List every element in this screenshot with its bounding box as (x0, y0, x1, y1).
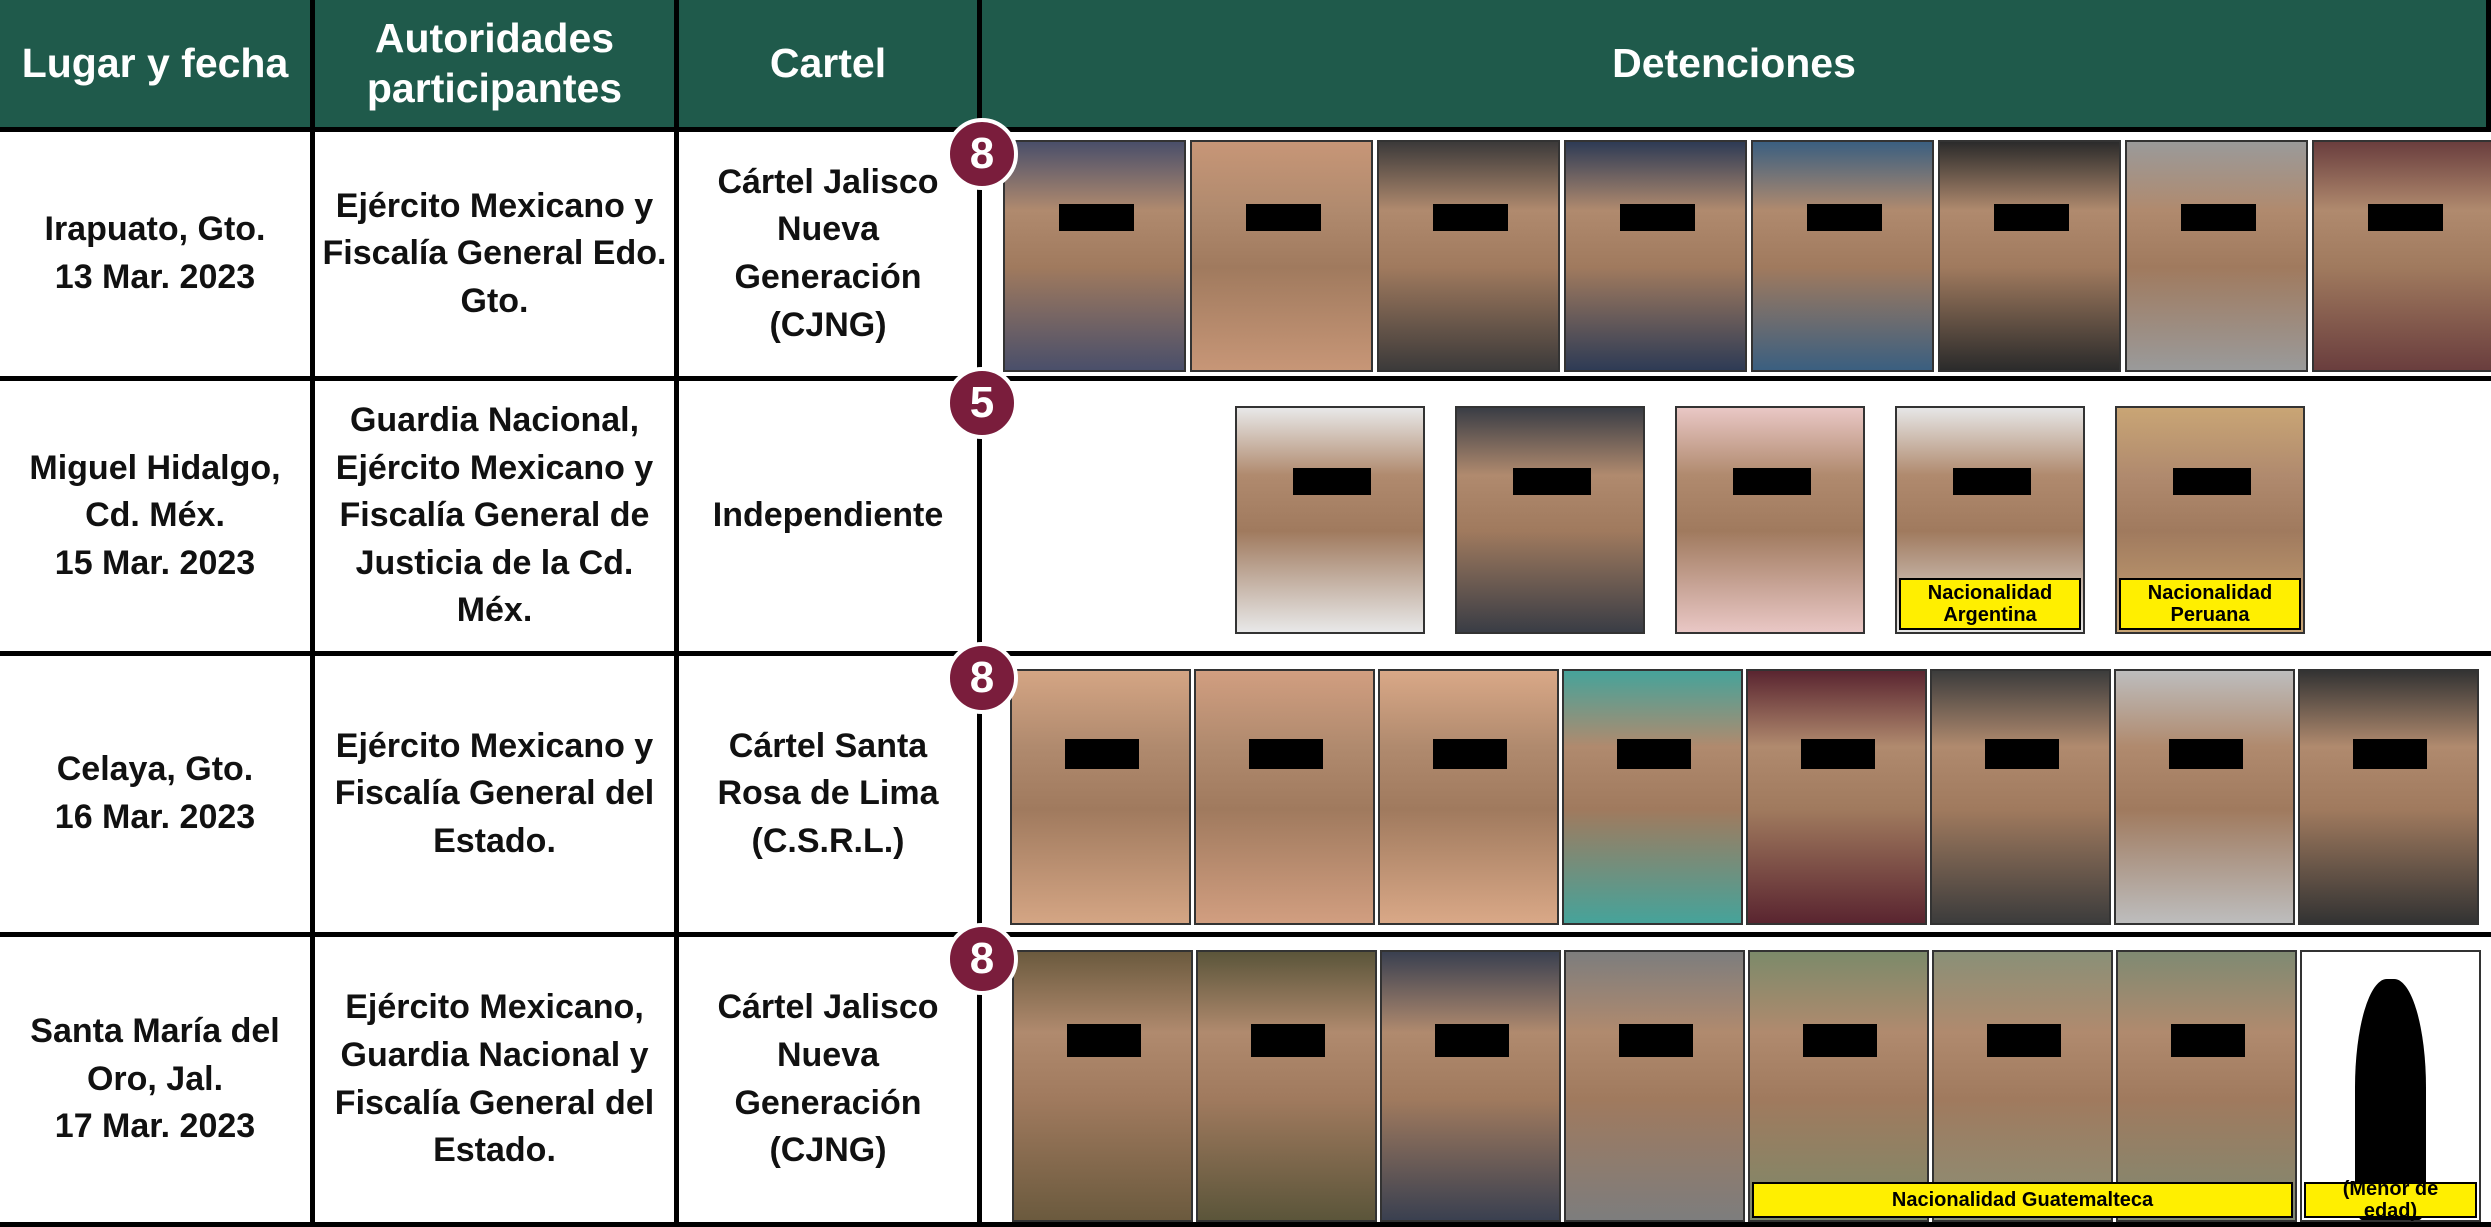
detainee-photo (1932, 950, 2113, 1222)
date: 15 Mar. 2023 (54, 543, 256, 582)
eye-bar (1292, 468, 1371, 496)
detentions-cell (982, 656, 2491, 937)
detentions-cell (982, 937, 2491, 1227)
nationality-tag: (Menor de edad) (2304, 1178, 2477, 1222)
silhouette (2355, 978, 2426, 1220)
eye-bar (1801, 739, 1876, 770)
count-badge: 8 (946, 118, 1018, 190)
eye-bar (1433, 739, 1508, 770)
eye-bar (1249, 739, 1324, 770)
place: Miguel Hidalgo, Cd. Méx. (29, 448, 281, 535)
detainee-photo (1564, 950, 1745, 1222)
place: Celaya, Gto. (56, 750, 254, 789)
eye-bar (2169, 739, 2244, 770)
detainee-photo (1378, 669, 1559, 925)
eye-bar (1619, 1024, 1694, 1057)
detainee-photo (1235, 406, 1425, 634)
eye-bar (1251, 1024, 1326, 1057)
detainee-photo (2300, 950, 2481, 1222)
eye-bar (2172, 468, 2251, 496)
eye-bar (1245, 203, 1321, 231)
place-date-cell: Miguel Hidalgo, Cd. Méx. 15 Mar. 2023 (0, 381, 315, 656)
eye-bar (1058, 203, 1134, 231)
detainee-photo (2116, 950, 2297, 1222)
eye-bar (2367, 203, 2443, 231)
detainee-photo (1010, 669, 1191, 925)
count-badge: 8 (946, 923, 1018, 995)
eye-bar (1512, 468, 1591, 496)
eye-bar (1806, 203, 1882, 231)
eye-bar (1617, 739, 1692, 770)
detainee-photo (1748, 950, 1929, 1222)
nationality-tag: Nacionalidad Guatemalteca (1752, 1182, 2293, 1218)
eye-bar (1987, 1024, 2062, 1057)
cartel-cell: Cártel Jalisco Nueva Generación (CJNG) (679, 132, 982, 381)
authorities-cell: Guardia Nacional, Ejército Mexicano y Fi… (315, 381, 679, 656)
header-cell: Detenciones (982, 0, 2491, 132)
place-date-cell: Irapuato, Gto. 13 Mar. 2023 (0, 132, 315, 381)
place-date-cell: Celaya, Gto. 16 Mar. 2023 (0, 656, 315, 937)
nationality-tag: Nacionalidad Argentina (1899, 578, 2081, 630)
detentions-cell (982, 381, 2491, 656)
cartel-cell: Cártel Jalisco Nueva Generación (CJNG) (679, 937, 982, 1227)
eye-bar (1985, 739, 2060, 770)
header-cell: Autoridades participantes (315, 0, 679, 132)
eye-bar (1619, 203, 1695, 231)
eye-bar (2171, 1024, 2246, 1057)
authorities-cell: Ejército Mexicano y Fiscalía General Edo… (315, 132, 679, 381)
detentions-cell (982, 132, 2491, 381)
eye-bar (1065, 739, 1140, 770)
detainee-photo (2125, 140, 2308, 372)
eye-bar (1435, 1024, 1510, 1057)
eye-bar (1732, 468, 1811, 496)
eye-bar (2353, 739, 2428, 770)
detainee-photo (1938, 140, 2121, 372)
place: Santa María del Oro, Jal. (30, 1012, 280, 1098)
header-cell: Lugar y fecha (0, 0, 315, 132)
date: 13 Mar. 2023 (54, 258, 256, 296)
cartel-cell: Cártel Santa Rosa de Lima (C.S.R.L.) (679, 656, 982, 937)
detainee-photo (1455, 406, 1645, 634)
detainee-photo (1380, 950, 1561, 1222)
detainee-photo (1751, 140, 1934, 372)
eye-bar (2180, 203, 2256, 231)
detainee-photo (1746, 669, 1927, 925)
detainee-photo (1930, 669, 2111, 925)
count-badge: 5 (946, 367, 1018, 439)
authorities-cell: Ejército Mexicano y Fiscalía General del… (315, 656, 679, 937)
detainee-photo (2298, 669, 2479, 925)
detainee-photo (1564, 140, 1747, 372)
place-date-cell: Santa María del Oro, Jal. 17 Mar. 2023 (0, 937, 315, 1227)
date: 17 Mar. 2023 (54, 1107, 256, 1146)
cartel-cell: Independiente (679, 381, 982, 656)
detainee-photo (1012, 950, 1193, 1222)
date: 16 Mar. 2023 (54, 798, 256, 836)
detainee-photo (1003, 140, 1186, 372)
authorities-cell: Ejército Mexicano, Guardia Nacional y Fi… (315, 937, 679, 1227)
eye-bar (1803, 1024, 1878, 1057)
eye-bar (1067, 1024, 1142, 1057)
detainee-photo (1190, 140, 1373, 372)
detainee-photo (1562, 669, 1743, 925)
count-badge: 8 (946, 642, 1018, 714)
eye-bar (1993, 203, 2069, 231)
place: Irapuato, Gto. (44, 210, 266, 249)
eye-bar (1952, 468, 2031, 496)
header-cell: Cartel (679, 0, 982, 132)
detainee-photo (1196, 950, 1377, 1222)
detainee-photo (1377, 140, 1560, 372)
detainee-photo (2312, 140, 2491, 372)
detainee-photo (1194, 669, 1375, 925)
nationality-tag: Nacionalidad Peruana (2119, 578, 2301, 630)
detainee-photo (2114, 669, 2295, 925)
eye-bar (1432, 203, 1508, 231)
detainee-photo (1675, 406, 1865, 634)
